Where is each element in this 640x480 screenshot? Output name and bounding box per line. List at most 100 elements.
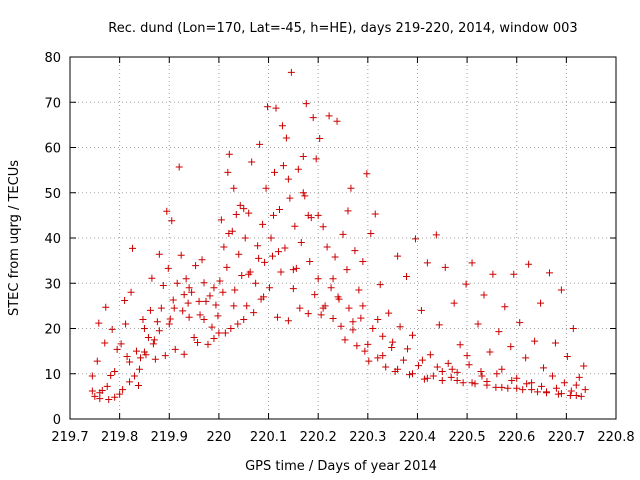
data-point [240,205,248,213]
data-point [234,320,242,328]
data-point [557,390,565,398]
data-point [406,371,414,379]
data-point [534,388,542,396]
data-point [408,331,416,339]
data-point [95,319,103,327]
data-point [236,201,244,209]
data-point [329,275,337,283]
data-point [551,339,559,347]
data-point [111,367,119,375]
axis-ticks: 219.7 219.8 219.9 220 220.1 220.2 220.3 220.4 22… [44,51,634,445]
data-point [139,315,147,323]
data-point [215,329,223,337]
data-point [314,211,322,219]
data-point [144,334,152,342]
x-tick-label: 219.9 [151,430,188,445]
data-point [260,293,268,301]
data-point [531,337,539,345]
data-point [101,339,109,347]
data-point [417,306,425,314]
data-point [212,301,220,309]
data-point [371,210,379,218]
data-point [259,220,267,228]
data-point [200,315,208,323]
data-point [359,302,367,310]
data-point [173,279,181,287]
x-tick-label: 220.8 [597,430,634,445]
data-point [102,303,110,311]
data-point [291,222,299,230]
x-tick-label: 219.8 [101,430,138,445]
data-point [250,309,258,317]
data-point [363,170,371,178]
data-point [453,368,461,376]
data-point [351,247,359,255]
data-point [581,386,589,394]
data-point [513,374,521,382]
data-point [153,318,161,326]
data-point [566,391,574,399]
data-point [341,336,349,344]
data-point [312,155,320,163]
data-point [441,263,449,271]
data-point [116,390,124,398]
data-point [254,242,262,250]
x-tick-label: 220.4 [399,430,436,445]
data-point [537,299,545,307]
data-point [122,320,130,328]
data-point [519,386,527,394]
data-point [261,258,269,266]
data-point [369,325,377,332]
x-tick-label: 220.1 [250,430,287,445]
data-point [567,387,575,395]
data-point [103,382,111,390]
x-tick-label: 220.6 [498,430,535,445]
data-point [198,256,206,264]
data-point [345,304,353,312]
data-point [224,168,232,176]
data-point [429,372,437,380]
x-tick-label: 220.2 [300,430,337,445]
data-point [179,307,187,315]
chart-title: Rec. dund (Lon=170, Lat=-45, h=HE), days… [108,21,577,36]
y-axis-label: STEC from uqrg / TECUs [7,160,22,316]
data-point [522,354,530,362]
data-point [508,377,516,385]
data-point [528,386,536,394]
y-tick-label: 60 [44,142,61,157]
data-point [388,344,396,352]
data-point [245,270,253,278]
data-point [309,114,317,122]
data-point [164,264,172,272]
data-point [376,281,384,289]
data-point [182,275,190,283]
data-point [304,211,312,219]
data-point [301,192,309,200]
x-axis-label: GPS time / Days of year 2014 [245,459,437,474]
data-point [168,217,176,225]
data-point [202,297,210,305]
data-point [270,211,278,219]
data-point [538,382,546,390]
data-point [453,377,461,385]
data-point [374,354,382,362]
data-point [444,359,452,367]
data-point [223,263,231,271]
data-point [180,291,188,299]
data-point [382,363,390,371]
data-point [408,370,416,378]
data-point [448,365,456,373]
data-point [157,304,165,312]
data-point [245,209,253,217]
data-point [150,336,158,344]
data-point [111,393,119,401]
x-tick-label: 220.3 [349,430,386,445]
data-point [468,259,476,267]
data-point [329,315,337,323]
data-point [123,353,131,361]
data-point [217,216,225,224]
data-point [423,374,431,382]
data-point [159,282,167,290]
data-point [255,254,263,262]
data-point [361,347,369,355]
